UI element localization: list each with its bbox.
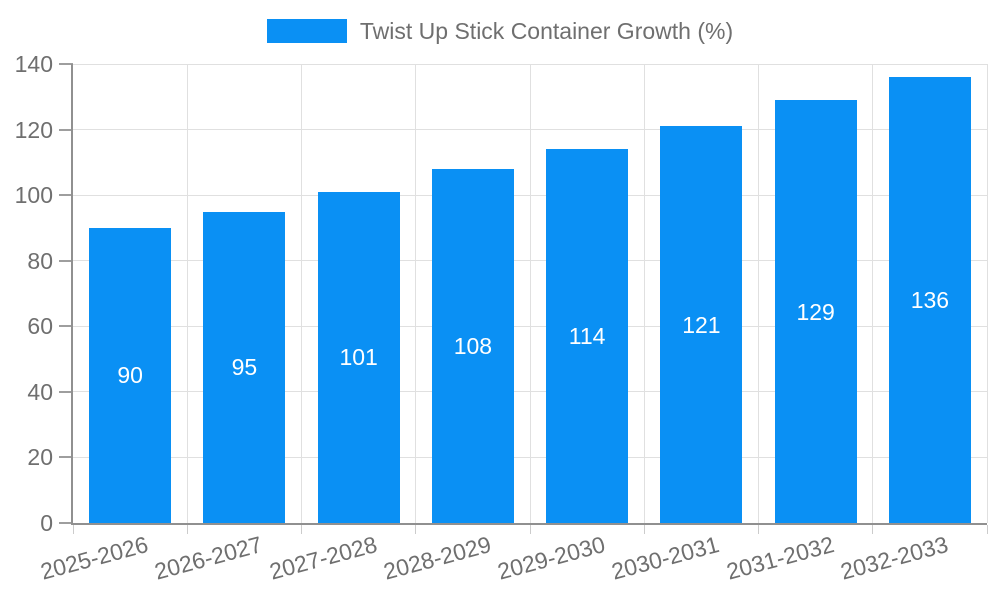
x-axis-tick (186, 525, 188, 534)
bar-value-label: 101 (339, 344, 378, 371)
vertical-gridline (186, 64, 188, 523)
bar[interactable] (774, 100, 857, 523)
bar-value-label: 129 (796, 298, 835, 325)
x-axis-tick (72, 525, 74, 534)
bar[interactable] (888, 77, 971, 523)
bar[interactable] (546, 149, 629, 523)
vertical-gridline (986, 64, 988, 523)
bar-value-label: 114 (568, 323, 606, 350)
x-axis-tick (643, 525, 645, 534)
x-axis-tick (872, 525, 874, 534)
y-axis-tick (59, 325, 73, 328)
vertical-gridline (872, 64, 874, 523)
vertical-gridline (758, 64, 759, 523)
bar[interactable] (431, 168, 514, 523)
bar-value-label: 95 (231, 354, 258, 381)
y-axis-line (71, 64, 73, 525)
y-axis-label: 20 (27, 444, 53, 471)
bar[interactable] (89, 227, 172, 523)
vertical-gridline (415, 64, 417, 523)
y-axis-tick (59, 63, 73, 65)
legend[interactable]: Twist Up Stick Container Growth (%) (0, 16, 1000, 46)
y-axis-label: 80 (27, 247, 53, 274)
bar-value-label: 136 (910, 287, 950, 314)
vertical-gridline (643, 64, 645, 523)
y-axis-tick (59, 259, 73, 262)
x-axis-tick (415, 525, 417, 534)
bar[interactable] (203, 211, 286, 523)
y-axis-label: 100 (14, 182, 53, 209)
bar-value-label: 121 (682, 311, 721, 338)
bar[interactable] (317, 191, 400, 523)
x-axis-tick (529, 525, 531, 534)
y-axis-label: 40 (27, 378, 53, 405)
legend-label: Twist Up Stick Container Growth (%) (359, 18, 734, 44)
y-axis-tick (59, 390, 73, 393)
bar[interactable] (660, 126, 743, 523)
x-axis-line (71, 523, 987, 525)
vertical-gridline (529, 64, 531, 523)
y-axis-label: 0 (40, 510, 53, 536)
y-axis-label: 60 (27, 313, 53, 340)
x-axis-tick (301, 525, 302, 534)
legend-swatch-icon (266, 19, 347, 43)
x-axis-tick (758, 525, 759, 534)
y-axis-tick (59, 456, 73, 459)
bar-value-label: 108 (453, 332, 493, 359)
y-axis-label: 120 (14, 116, 53, 143)
bar-value-label: 90 (117, 362, 143, 389)
y-axis-tick (59, 128, 73, 131)
y-axis-tick (59, 522, 73, 524)
x-axis-tick (986, 525, 988, 534)
y-axis-tick (59, 194, 73, 197)
y-axis-label: 140 (14, 51, 53, 77)
vertical-gridline (301, 64, 302, 523)
